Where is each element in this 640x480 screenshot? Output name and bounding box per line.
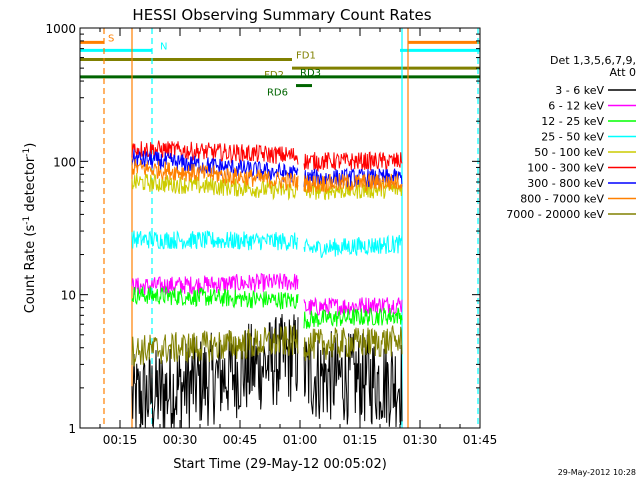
flag-label-1: N	[160, 41, 167, 52]
footer-date: 29-May-2012 10:28	[558, 468, 636, 477]
y-tick-label-0: 1	[68, 422, 76, 436]
series-line-1-0	[131, 272, 299, 296]
series-line-8-1	[303, 325, 403, 361]
series-line-7-1	[303, 173, 403, 194]
legend-label-4: 50 - 100 keV	[534, 146, 604, 159]
series-line-0-0	[131, 313, 299, 429]
x-axis-label: Start Time (29-May-12 00:05:02)	[173, 457, 387, 472]
legend-label-2: 12 - 25 keV	[541, 115, 604, 128]
legend-label-1: 6 - 12 keV	[548, 100, 604, 113]
series-line-4-1	[303, 180, 403, 201]
y-tick-label-2: 100	[53, 155, 76, 169]
tick-group: 00:15 00:30 00:45 01:00 01:15 01:30 01:45 1 10 10…	[45, 22, 497, 447]
x-tick-label-1: 00:30	[163, 433, 198, 447]
legend-header-0: Det 1,3,5,6,7,9,	[550, 54, 636, 67]
series-line-3-0	[131, 229, 299, 251]
series-line-3-1	[303, 234, 403, 259]
y-tick-label-3: 1000	[45, 22, 76, 36]
flag-label-4: RD3	[300, 68, 321, 79]
legend-label-0: 3 - 6 keV	[555, 84, 604, 97]
series-line-5-0	[131, 140, 299, 165]
legend-label-5: 100 - 300 keV	[527, 162, 604, 175]
series-line-2-0	[131, 285, 299, 310]
series-line-2-1	[303, 307, 403, 330]
series-group	[131, 140, 403, 429]
series-line-6-1	[303, 167, 403, 188]
series-line-1-1	[303, 296, 403, 317]
legend-label-7: 800 - 7000 keV	[520, 193, 604, 206]
x-tick-label-0: 00:15	[103, 433, 138, 447]
chart-title: HESSI Observing Summary Count Rates	[132, 6, 431, 24]
flag-group: SNFD1FD2RD3RD6	[80, 33, 480, 99]
flag-label-0: S	[108, 33, 114, 44]
series-line-6-0	[131, 149, 299, 183]
legend-label-8: 7000 - 20000 keV	[506, 208, 604, 221]
series-line-0-1	[303, 331, 403, 428]
series-line-5-1	[303, 151, 403, 172]
y-tick-label-1: 10	[61, 289, 76, 303]
flag-label-2: FD1	[296, 51, 316, 62]
x-tick-label-2: 00:45	[223, 433, 258, 447]
series-line-8-0	[131, 325, 299, 367]
x-tick-label-6: 01:45	[463, 433, 498, 447]
legend-label-6: 300 - 800 keV	[527, 177, 604, 190]
legend: Det 1,3,5,6,7,9,Att 0 3 - 6 keV 6 - 12 keV…	[506, 54, 636, 221]
x-tick-label-5: 01:30	[403, 433, 438, 447]
x-tick-label-4: 01:15	[343, 433, 378, 447]
y-axis-label: Count Rate (s-1 detector-1)	[22, 143, 38, 314]
vline-group	[103, 28, 479, 428]
legend-header-1: Att 0	[610, 66, 636, 79]
flag-label-5: RD6	[267, 88, 288, 99]
series-line-7-0	[131, 158, 299, 191]
x-tick-label-3: 01:00	[283, 433, 318, 447]
legend-label-3: 25 - 50 keV	[541, 131, 604, 144]
